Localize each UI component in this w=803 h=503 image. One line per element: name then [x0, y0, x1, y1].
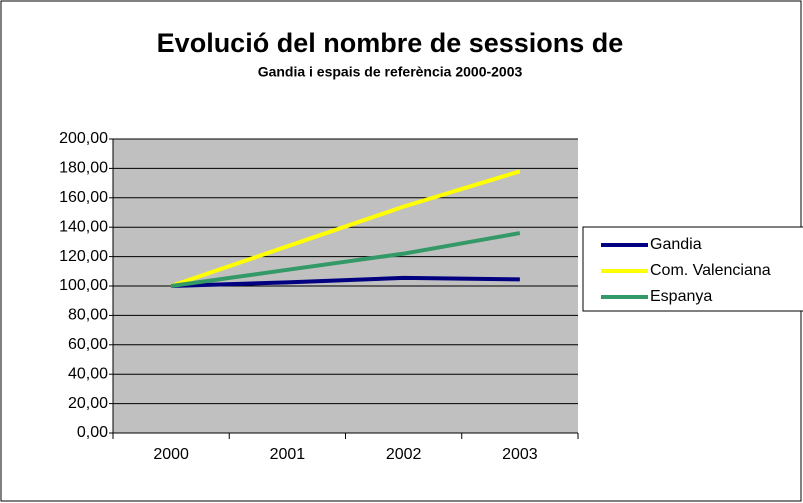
chart-subtitle: Gandia i espais de referència 2000-2003 [258, 64, 523, 80]
chart-title: Evolució del nombre de sessions de [157, 28, 624, 58]
y-tick-label: 60,00 [68, 336, 108, 353]
legend-label: Gandia [650, 236, 702, 253]
y-tick-label: 0,00 [77, 424, 108, 441]
x-tick-label: 2000 [153, 446, 189, 463]
series-line [170, 169, 521, 288]
y-tick-label: 200,00 [59, 130, 108, 147]
y-tick-label: 160,00 [59, 189, 108, 206]
x-tick-label: 2002 [386, 446, 422, 463]
y-tick-label: 180,00 [59, 160, 108, 177]
y-tick-label: 20,00 [68, 395, 108, 412]
y-tick-label: 40,00 [68, 365, 108, 382]
y-tick-label: 100,00 [59, 277, 108, 294]
x-tick-label: 2003 [502, 446, 538, 463]
series-line [171, 275, 520, 288]
y-tick-label: 80,00 [68, 307, 108, 324]
y-tick-label: 120,00 [59, 248, 108, 265]
x-tick-label: 2001 [270, 446, 306, 463]
legend-label: Com. Valenciana [650, 262, 771, 279]
y-tick-label: 140,00 [59, 218, 108, 235]
legend-label: Espanya [650, 288, 712, 305]
series-line [170, 231, 521, 288]
